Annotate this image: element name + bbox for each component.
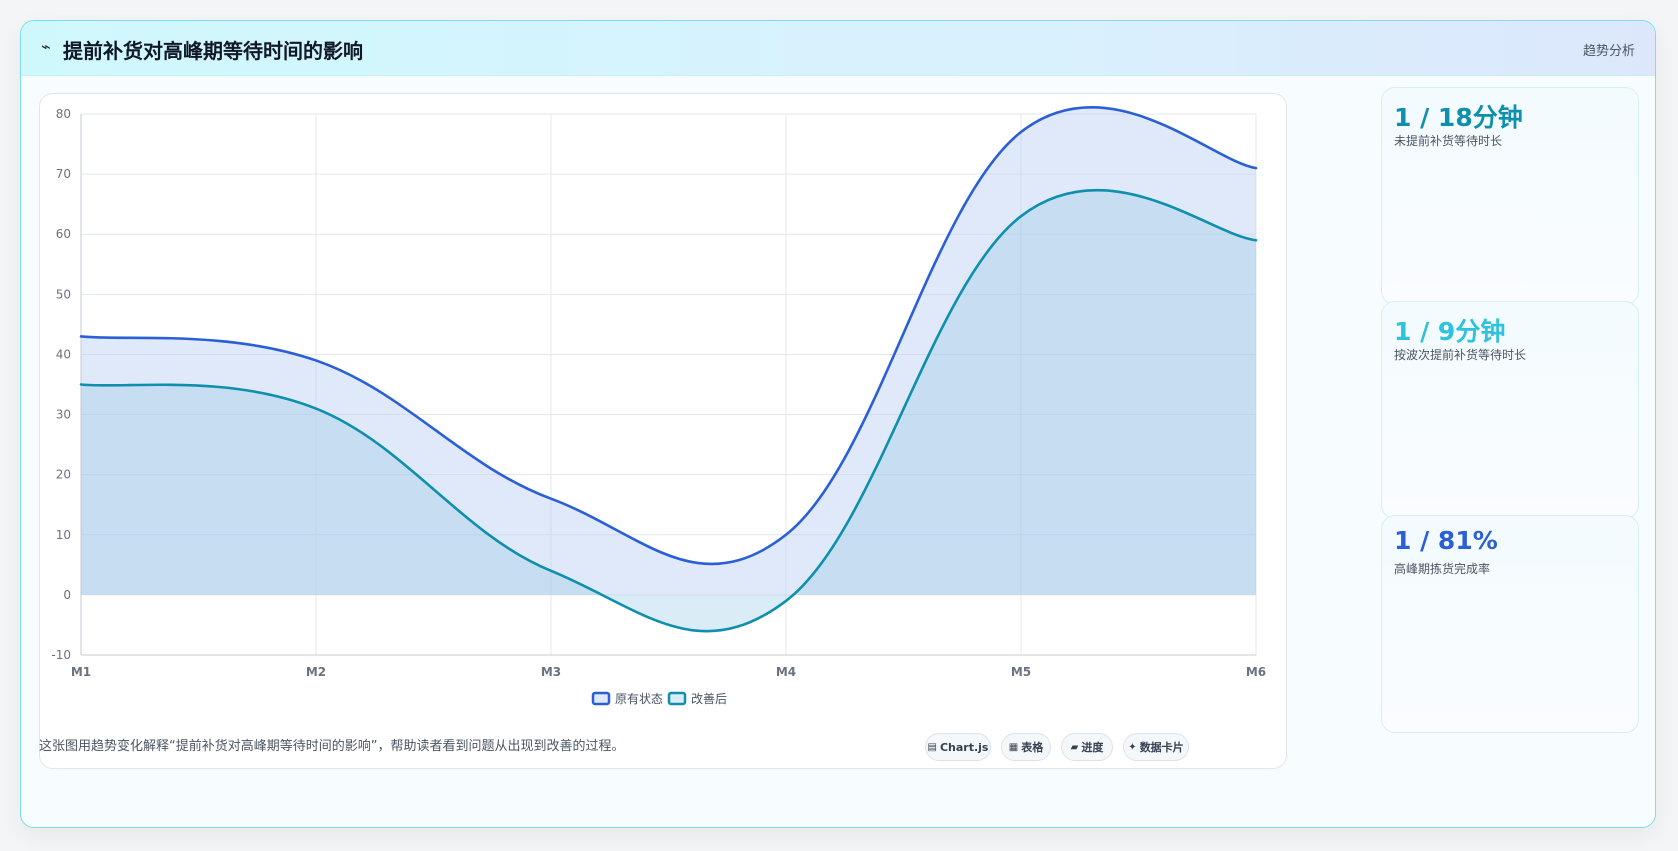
y-tick-label: 0 <box>63 588 71 602</box>
series-line-1 <box>79 106 1258 566</box>
pill-chartjs[interactable]: ▤ Chart.js <box>925 733 991 761</box>
pill-table[interactable]: ▦ 表格 <box>1001 733 1051 761</box>
y-tick-label: 70 <box>56 167 71 181</box>
trend-line-icon: ⌁ <box>41 37 51 56</box>
pill-data-card[interactable]: ✦ 数据卡片 <box>1123 733 1189 761</box>
y-tick-label: 40 <box>56 347 71 361</box>
table-icon: ▦ <box>1008 741 1019 753</box>
stat-label: 高峰期拣货完成率 <box>1394 562 1491 576</box>
x-tick-label: M3 <box>541 665 561 679</box>
y-tick-label: 60 <box>56 227 71 241</box>
stat-value: 1 / 9分钟 <box>1394 317 1506 346</box>
progress-icon: ▰ <box>1070 741 1079 753</box>
series-area-1 <box>81 107 1256 595</box>
legend-swatch-2 <box>667 691 687 706</box>
page-title: 提前补货对高峰期等待时间的影响 <box>63 39 363 63</box>
stat-value: 1 / 81% <box>1394 526 1498 555</box>
legend-label: 原有状态 <box>615 692 663 706</box>
stat-card-unreplenished-wait: 1 / 18分钟 未提前补货等待时长 <box>1381 87 1639 305</box>
pill-progress[interactable]: ▰ 进度 <box>1061 733 1113 761</box>
x-tick-label: M6 <box>1246 665 1266 679</box>
stat-label: 按波次提前补货等待时长 <box>1394 348 1527 362</box>
x-tick-label: M4 <box>776 665 796 679</box>
chart-description: 这张图用趋势变化解释“提前补货对高峰期等待时间的影响”，帮助读者看到问题从出现到… <box>39 739 625 754</box>
x-tick-label: M1 <box>71 665 91 679</box>
x-tick-label: M5 <box>1011 665 1031 679</box>
x-tick-label: M2 <box>306 665 326 679</box>
legend-label: 改善后 <box>691 691 727 706</box>
legend-swatch-1 <box>591 691 611 706</box>
stat-card-peak-completion-rate: 1 / 81% 高峰期拣货完成率 <box>1381 515 1639 733</box>
area-chart: -10 0 10 20 30 40 50 60 70 80 M1 M2 M3 M4 M5 M6 原有状态 改善后 <box>51 106 1266 706</box>
pill-label: 进度 <box>1081 741 1104 754</box>
stat-label: 未提前补货等待时长 <box>1394 134 1503 148</box>
analysis-tag: 趋势分析 <box>1582 44 1635 59</box>
y-tick-label: 50 <box>56 287 71 301</box>
series-line-2 <box>79 188 1258 633</box>
data-card-icon: ✦ <box>1128 741 1137 753</box>
y-tick-label: 30 <box>56 408 71 422</box>
report-card: ⌁ 提前补货对高峰期等待时间的影响 趋势分析 -10 0 10 20 30 40 50 60 7… <box>20 20 1656 828</box>
chart-panel: -10 0 10 20 30 40 50 60 70 80 M1 M2 M3 M4 M5 M6 原有状态 改善后 <box>39 93 1287 769</box>
pill-label: 数据卡片 <box>1139 741 1184 754</box>
stat-value: 1 / 18分钟 <box>1394 103 1523 132</box>
pill-label: 表格 <box>1021 741 1044 754</box>
y-tick-label: -10 <box>51 648 71 662</box>
chart-icon: ▤ <box>927 741 937 753</box>
series-area-2 <box>81 190 1256 632</box>
y-tick-label: 20 <box>56 468 71 482</box>
y-tick-label: 10 <box>56 528 71 542</box>
y-tick-label: 80 <box>56 107 71 121</box>
card-header: ⌁ 提前补货对高峰期等待时间的影响 趋势分析 <box>21 21 1655 76</box>
stat-card-wave-replenished-wait: 1 / 9分钟 按波次提前补货等待时长 <box>1381 301 1639 519</box>
pill-label: Chart.js <box>939 740 989 754</box>
